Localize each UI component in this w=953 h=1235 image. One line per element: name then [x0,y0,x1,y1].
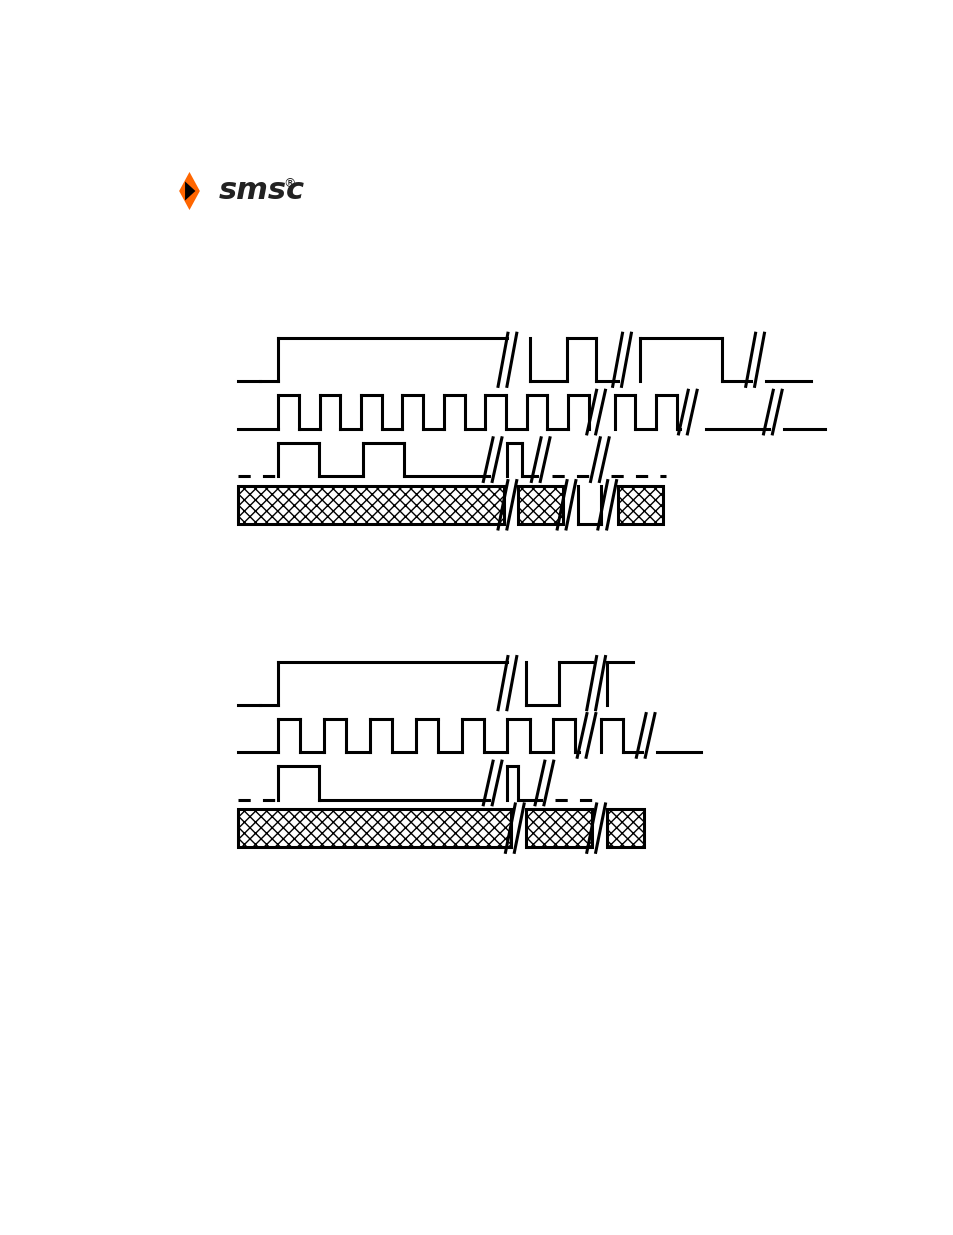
Text: smsc: smsc [219,177,305,205]
Bar [237,485,503,524]
Bar [525,809,592,847]
Bar [618,485,662,524]
Polygon shape [179,172,199,210]
Bar [518,485,562,524]
Polygon shape [185,182,195,200]
Bar [237,809,511,847]
Text: ®: ® [283,177,295,190]
Bar [606,809,643,847]
